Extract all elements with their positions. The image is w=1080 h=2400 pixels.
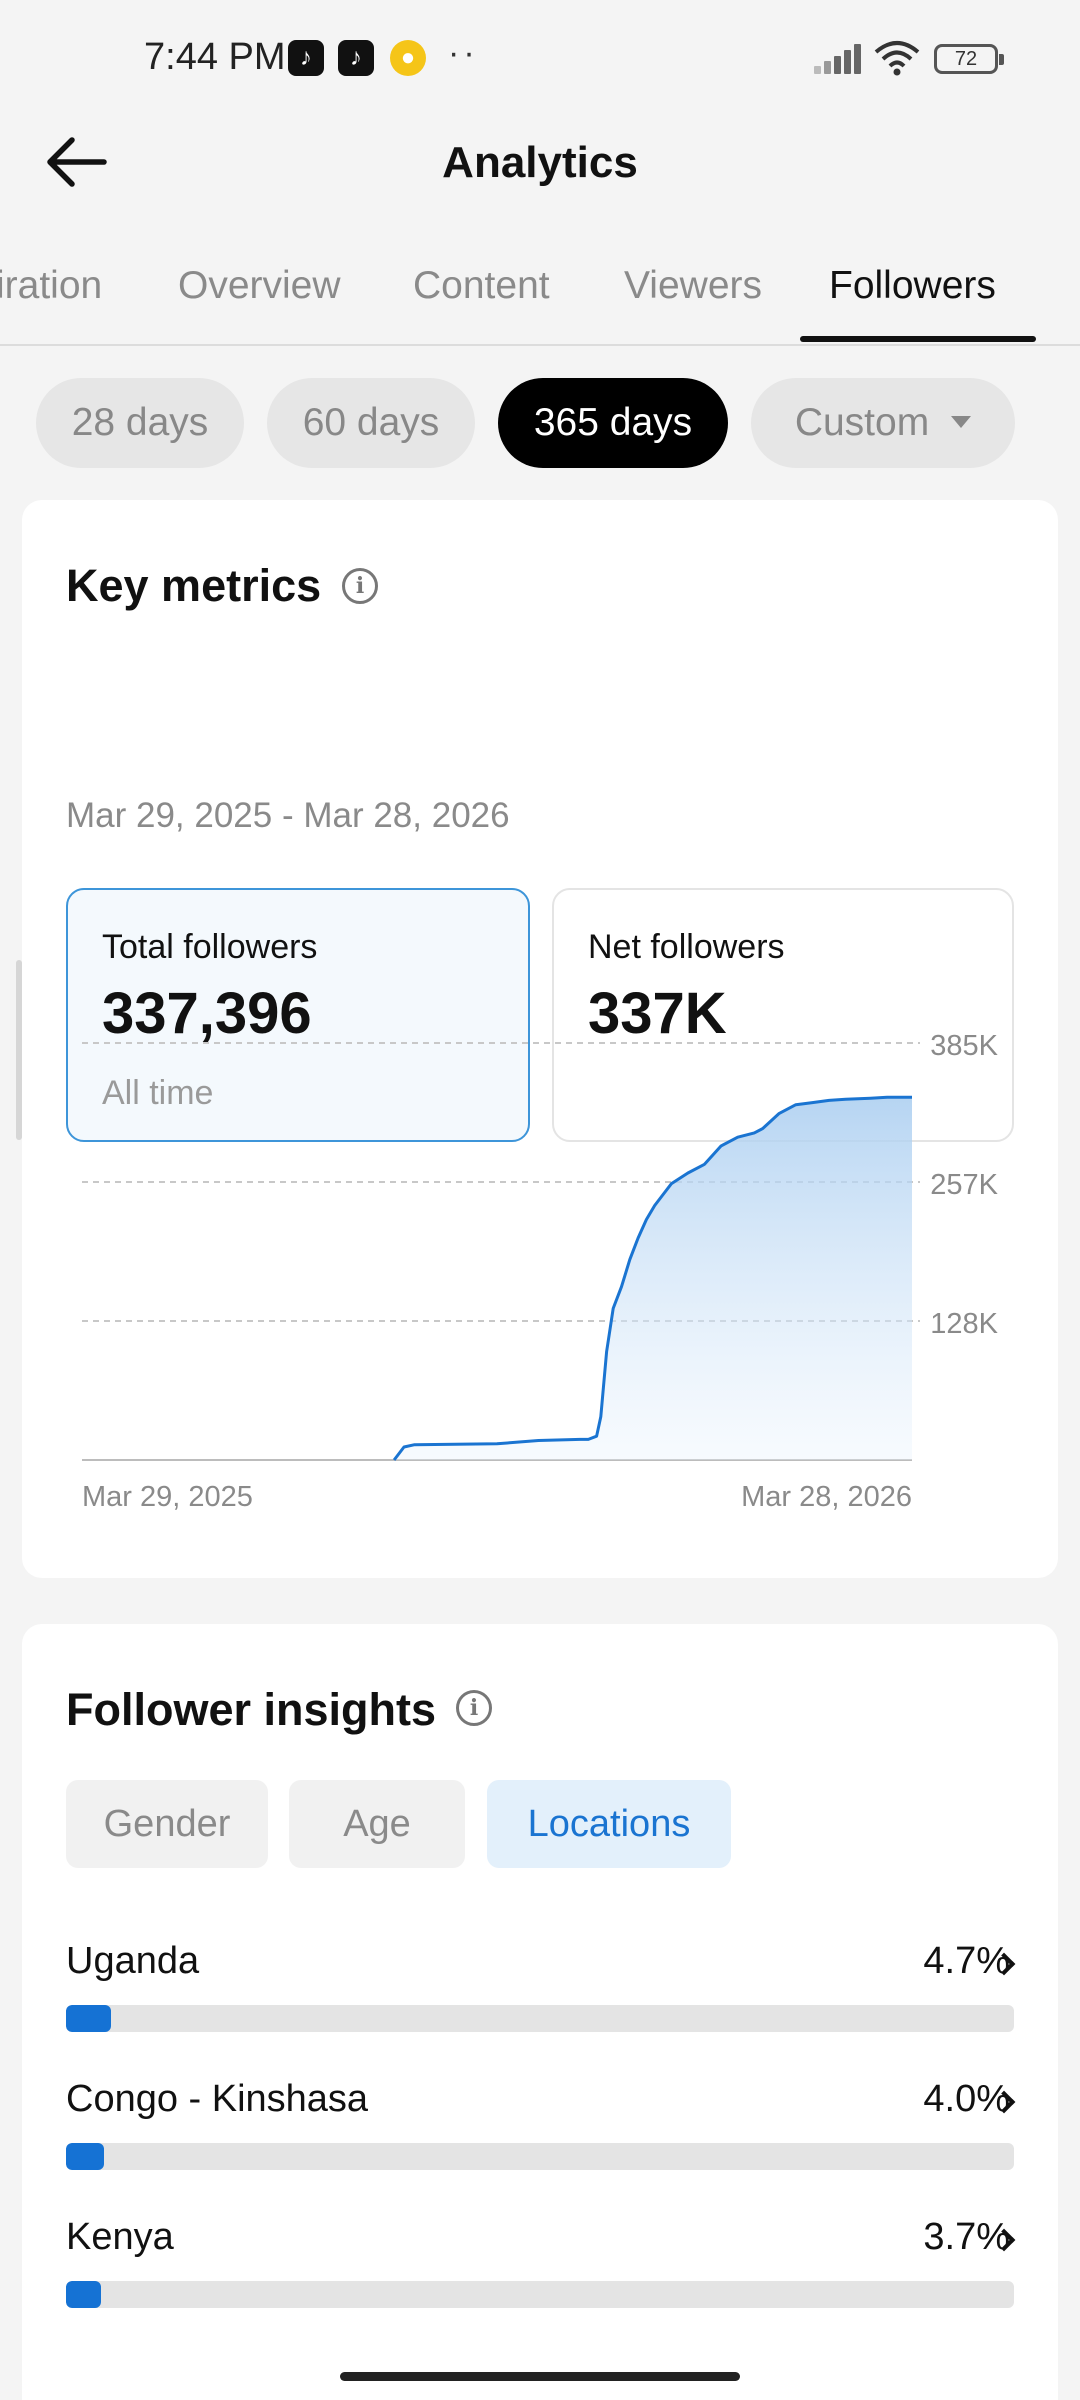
status-bar: 7:44 PM ♪ ♪ ● ·· 72: [0, 0, 1080, 120]
back-arrow-icon[interactable]: [44, 132, 114, 192]
location-bar: [66, 2005, 1014, 2032]
battery-icon: 72: [934, 44, 1004, 74]
metric-value: 337K: [588, 981, 727, 1046]
status-time: 7:44 PM: [144, 36, 286, 78]
coin-icon: ●: [390, 40, 426, 76]
wifi-icon: [874, 41, 920, 76]
location-percent: 3.7%: [923, 2216, 1010, 2258]
location-bar: [66, 2281, 1014, 2308]
info-icon[interactable]: i: [342, 568, 378, 604]
followers-chart: 385K 257K 128K Mar 29, 2025 Mar 28, 2026: [82, 1030, 999, 1513]
tab-content[interactable]: Content: [413, 264, 550, 307]
location-name: Congo - Kinshasa: [66, 2078, 369, 2120]
more-notifications-icon: ··: [448, 34, 479, 72]
range-28-days[interactable]: 28 days: [36, 378, 244, 468]
range-custom-label: Custom: [794, 401, 930, 444]
range-60-days[interactable]: 60 days: [267, 378, 475, 468]
total-followers-metric[interactable]: Total followers 337,396 All time: [66, 888, 530, 1142]
metric-label: Total followers: [102, 928, 318, 966]
tab-inspiration[interactable]: iration: [0, 264, 103, 307]
series-line: [392, 1095, 912, 1461]
y-tick-label: 257K: [930, 1169, 998, 1201]
range-custom[interactable]: Custom: [751, 378, 1015, 468]
location-bar-fill: [66, 2281, 101, 2308]
metric-value: 337,396: [102, 981, 312, 1046]
segment-age[interactable]: Age: [289, 1780, 465, 1868]
key-metrics-card: Key metrics i Mar 29, 2025 - Mar 28, 202…: [22, 500, 1058, 1578]
series-area: [394, 1097, 913, 1460]
caret-down-icon: [951, 415, 972, 428]
page-title: Analytics: [442, 138, 638, 187]
location-bar: [66, 2143, 1014, 2170]
scroll-indicator[interactable]: [16, 960, 22, 1140]
tab-overview[interactable]: Overview: [178, 264, 341, 307]
y-tick-label: 128K: [930, 1308, 998, 1340]
location-name: Kenya: [66, 2216, 174, 2258]
location-percent: 4.0%: [923, 2078, 1010, 2120]
home-indicator[interactable]: [340, 2372, 740, 2381]
info-icon[interactable]: i: [456, 1690, 492, 1726]
active-tab-indicator: [800, 336, 1036, 342]
tab-followers[interactable]: Followers: [829, 264, 996, 307]
tab-viewers[interactable]: Viewers: [624, 264, 763, 307]
tiktok-icon: ♪: [338, 40, 374, 76]
follower-insights-title: Follower insights: [66, 1684, 437, 1735]
key-metrics-title: Key metrics: [66, 560, 322, 611]
segment-gender[interactable]: Gender: [66, 1780, 268, 1868]
range-365-days[interactable]: 365 days: [498, 378, 728, 468]
metric-subtext: All time: [102, 1074, 214, 1112]
location-bar-fill: [66, 2143, 104, 2170]
net-followers-metric[interactable]: Net followers 337K: [552, 888, 1014, 1142]
x-tick-label: Mar 28, 2026: [741, 1481, 912, 1513]
location-name: Uganda: [66, 1940, 200, 1982]
x-tick-label: Mar 29, 2025: [82, 1481, 253, 1513]
signal-icon: [814, 44, 861, 74]
y-tick-label: 385K: [930, 1030, 998, 1062]
location-bar-fill: [66, 2005, 111, 2032]
location-percent: 4.7%: [923, 1940, 1010, 1982]
metric-label: Net followers: [588, 928, 785, 966]
tiktok-icon: ♪: [288, 40, 324, 76]
analytics-tabs: iration Overview Content Viewers Followe…: [0, 254, 1080, 346]
date-range: Mar 29, 2025 - Mar 28, 2026: [66, 796, 510, 835]
segment-locations[interactable]: Locations: [487, 1780, 731, 1868]
